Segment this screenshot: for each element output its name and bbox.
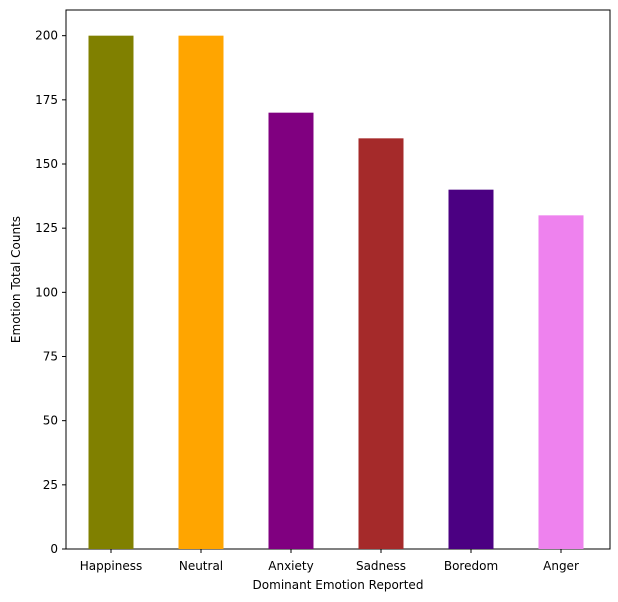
bar-anxiety [268,112,314,550]
y-tick-label: 75 [43,350,58,364]
bars-group [88,35,584,550]
bar-happiness [88,35,134,549]
plot-area-frame [65,9,611,550]
x-tick-label: Anxiety [268,559,313,573]
x-tick-label: Anger [543,559,579,573]
y-tick-label: 0 [50,542,58,556]
x-axis-title: Dominant Emotion Reported [253,578,424,592]
y-axis-title: Emotion Total Counts [9,216,23,343]
y-tick-label: 100 [35,285,58,299]
x-axis: Happiness Neutral Anxiety Sadness Boredom Ang… [80,549,579,573]
bar-anger [538,215,584,550]
bar-boredom [448,189,494,549]
y-tick-label: 175 [35,93,58,107]
y-tick-label: 50 [43,414,58,428]
y-tick-label: 25 [43,478,58,492]
x-tick-label: Happiness [80,559,142,573]
x-tick-label: Boredom [444,559,498,573]
y-tick-label: 200 [35,29,58,43]
bar-neutral [178,35,224,549]
y-tick-label: 125 [35,221,58,235]
x-tick-label: Sadness [356,559,406,573]
x-tick-label: Neutral [179,559,223,573]
y-axis: 0 25 50 75 100 125 150 175 200 [35,29,66,556]
y-tick-label: 150 [35,157,58,171]
bar-sadness [358,138,404,550]
